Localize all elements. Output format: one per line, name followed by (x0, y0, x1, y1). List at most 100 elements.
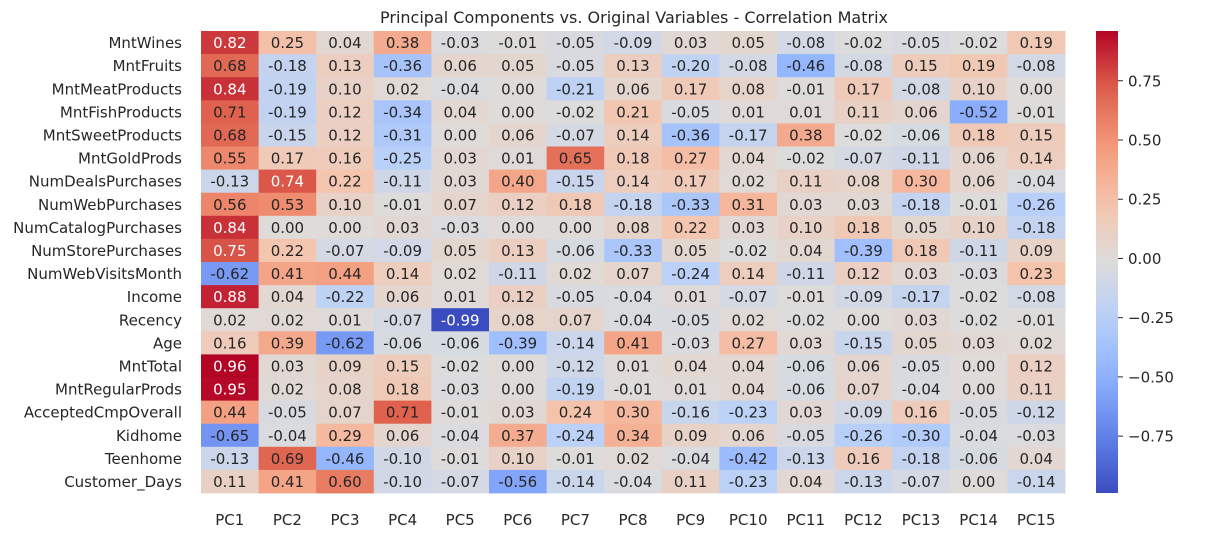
column-label: PC4 (388, 511, 417, 529)
cell-value-label: -0.01 (383, 196, 422, 214)
cell-value-label: 0.04 (789, 242, 822, 260)
cell-value-label: 0.07 (328, 404, 361, 422)
heatmap-cell (258, 192, 317, 217)
heatmap-cell (1007, 215, 1066, 240)
heatmap-cell (546, 215, 605, 240)
cell-value-label: 0.16 (904, 404, 937, 422)
cell-value-label: -0.03 (441, 34, 480, 52)
heatmap-cell (834, 169, 893, 194)
heatmap-cell (777, 285, 835, 309)
heatmap-cell (489, 54, 547, 78)
heatmap-cell (258, 400, 317, 425)
cell-value-label: 0.10 (328, 196, 361, 214)
heatmap-cell (546, 77, 605, 101)
cell-value-label: 0.95 (213, 381, 246, 399)
heatmap-cell (373, 31, 432, 55)
cell-value-label: 0.00 (501, 103, 534, 121)
heatmap-cell (949, 400, 1008, 425)
heatmap-cell (719, 331, 778, 355)
heatmap-cell (201, 262, 259, 286)
heatmap-cell (892, 285, 951, 309)
cell-value-label: 0.08 (328, 381, 361, 399)
heatmap-cell (201, 54, 259, 78)
cell-value-label: -0.14 (556, 473, 595, 491)
cell-value-label: 0.14 (1019, 150, 1052, 168)
cell-value-label: 0.10 (962, 80, 995, 98)
heatmap-cell (777, 308, 835, 332)
heatmap-cell (604, 146, 663, 170)
cell-value-label: -0.09 (844, 288, 883, 306)
cell-value-label: -0.17 (729, 126, 768, 144)
cell-value-label: -0.09 (383, 242, 422, 260)
cell-value-label: 0.06 (731, 427, 764, 445)
cell-value-label: -0.18 (614, 196, 653, 214)
heatmap-cell (316, 146, 375, 170)
cell-value-label: 0.06 (616, 80, 649, 98)
heatmap-cell (201, 238, 259, 263)
heatmap-cell (431, 469, 490, 494)
heatmap-cell (949, 77, 1008, 101)
cell-value-label: -0.01 (614, 381, 653, 399)
heatmap-cell (201, 469, 259, 494)
heatmap-cell (892, 354, 951, 378)
heatmap-cell (373, 77, 432, 101)
heatmap-cell (431, 377, 490, 401)
cell-value-label: -0.07 (902, 473, 941, 491)
cell-value-label: 0.75 (213, 242, 246, 260)
cell-value-label: 0.00 (328, 219, 361, 237)
cell-value-label: 0.05 (674, 242, 707, 260)
heatmap-cell (489, 192, 547, 217)
cell-value-label: 0.34 (616, 427, 649, 445)
cell-value-label: 0.44 (328, 265, 361, 283)
heatmap-cell (661, 308, 720, 332)
heatmap-cell (489, 169, 547, 194)
cell-value-label: 0.01 (328, 311, 361, 329)
heatmap-cell (661, 400, 720, 425)
heatmap-cell (431, 100, 490, 124)
cell-value-label: -0.13 (210, 450, 249, 468)
cell-value-label: -0.08 (729, 57, 768, 75)
heatmap-cell (431, 331, 490, 355)
cell-value-label: 0.01 (789, 103, 822, 121)
column-label: PC13 (902, 511, 941, 529)
heatmap-cell (431, 308, 490, 332)
cell-value-label: 0.07 (616, 265, 649, 283)
heatmap-cell (489, 100, 547, 124)
heatmap-cell (777, 446, 835, 471)
cell-value-label: -0.05 (786, 427, 825, 445)
heatmap-cell (489, 215, 547, 240)
heatmap-cell (201, 400, 259, 425)
heatmap-cell (777, 77, 835, 101)
cell-value-label: -0.04 (614, 311, 653, 329)
cell-value-label: -0.07 (556, 126, 595, 144)
heatmap-cell (604, 169, 663, 194)
cell-value-label: -0.06 (383, 334, 422, 352)
heatmap-cell (316, 100, 375, 124)
heatmap-cell (431, 446, 490, 471)
heatmap-cell (546, 100, 605, 124)
heatmap-cell (949, 192, 1008, 217)
cell-value-label: -0.18 (902, 450, 941, 468)
cell-value-label: 0.16 (213, 334, 246, 352)
heatmap-cell (892, 54, 951, 78)
column-label: PC7 (561, 511, 590, 529)
heatmap-cell (892, 446, 951, 471)
heatmap-cell (604, 77, 663, 101)
heatmap-cell (258, 285, 317, 309)
heatmap-cell (949, 262, 1008, 286)
heatmap-cell (489, 123, 547, 147)
heatmap-cell (892, 331, 951, 355)
cell-value-label: -0.03 (441, 381, 480, 399)
heatmap-cell (777, 262, 835, 286)
cell-value-label: 0.01 (674, 288, 707, 306)
heatmap-cell (489, 469, 547, 494)
cell-value-label: 0.27 (731, 334, 764, 352)
heatmap-cell (201, 377, 259, 401)
heatmap-cell (719, 400, 778, 425)
cell-value-label: -0.01 (441, 450, 480, 468)
cell-value-label: 0.11 (789, 173, 822, 191)
cell-value-label: -0.21 (556, 80, 595, 98)
heatmap-cell (604, 446, 663, 471)
heatmap-cell (661, 146, 720, 170)
heatmap-cell (431, 262, 490, 286)
